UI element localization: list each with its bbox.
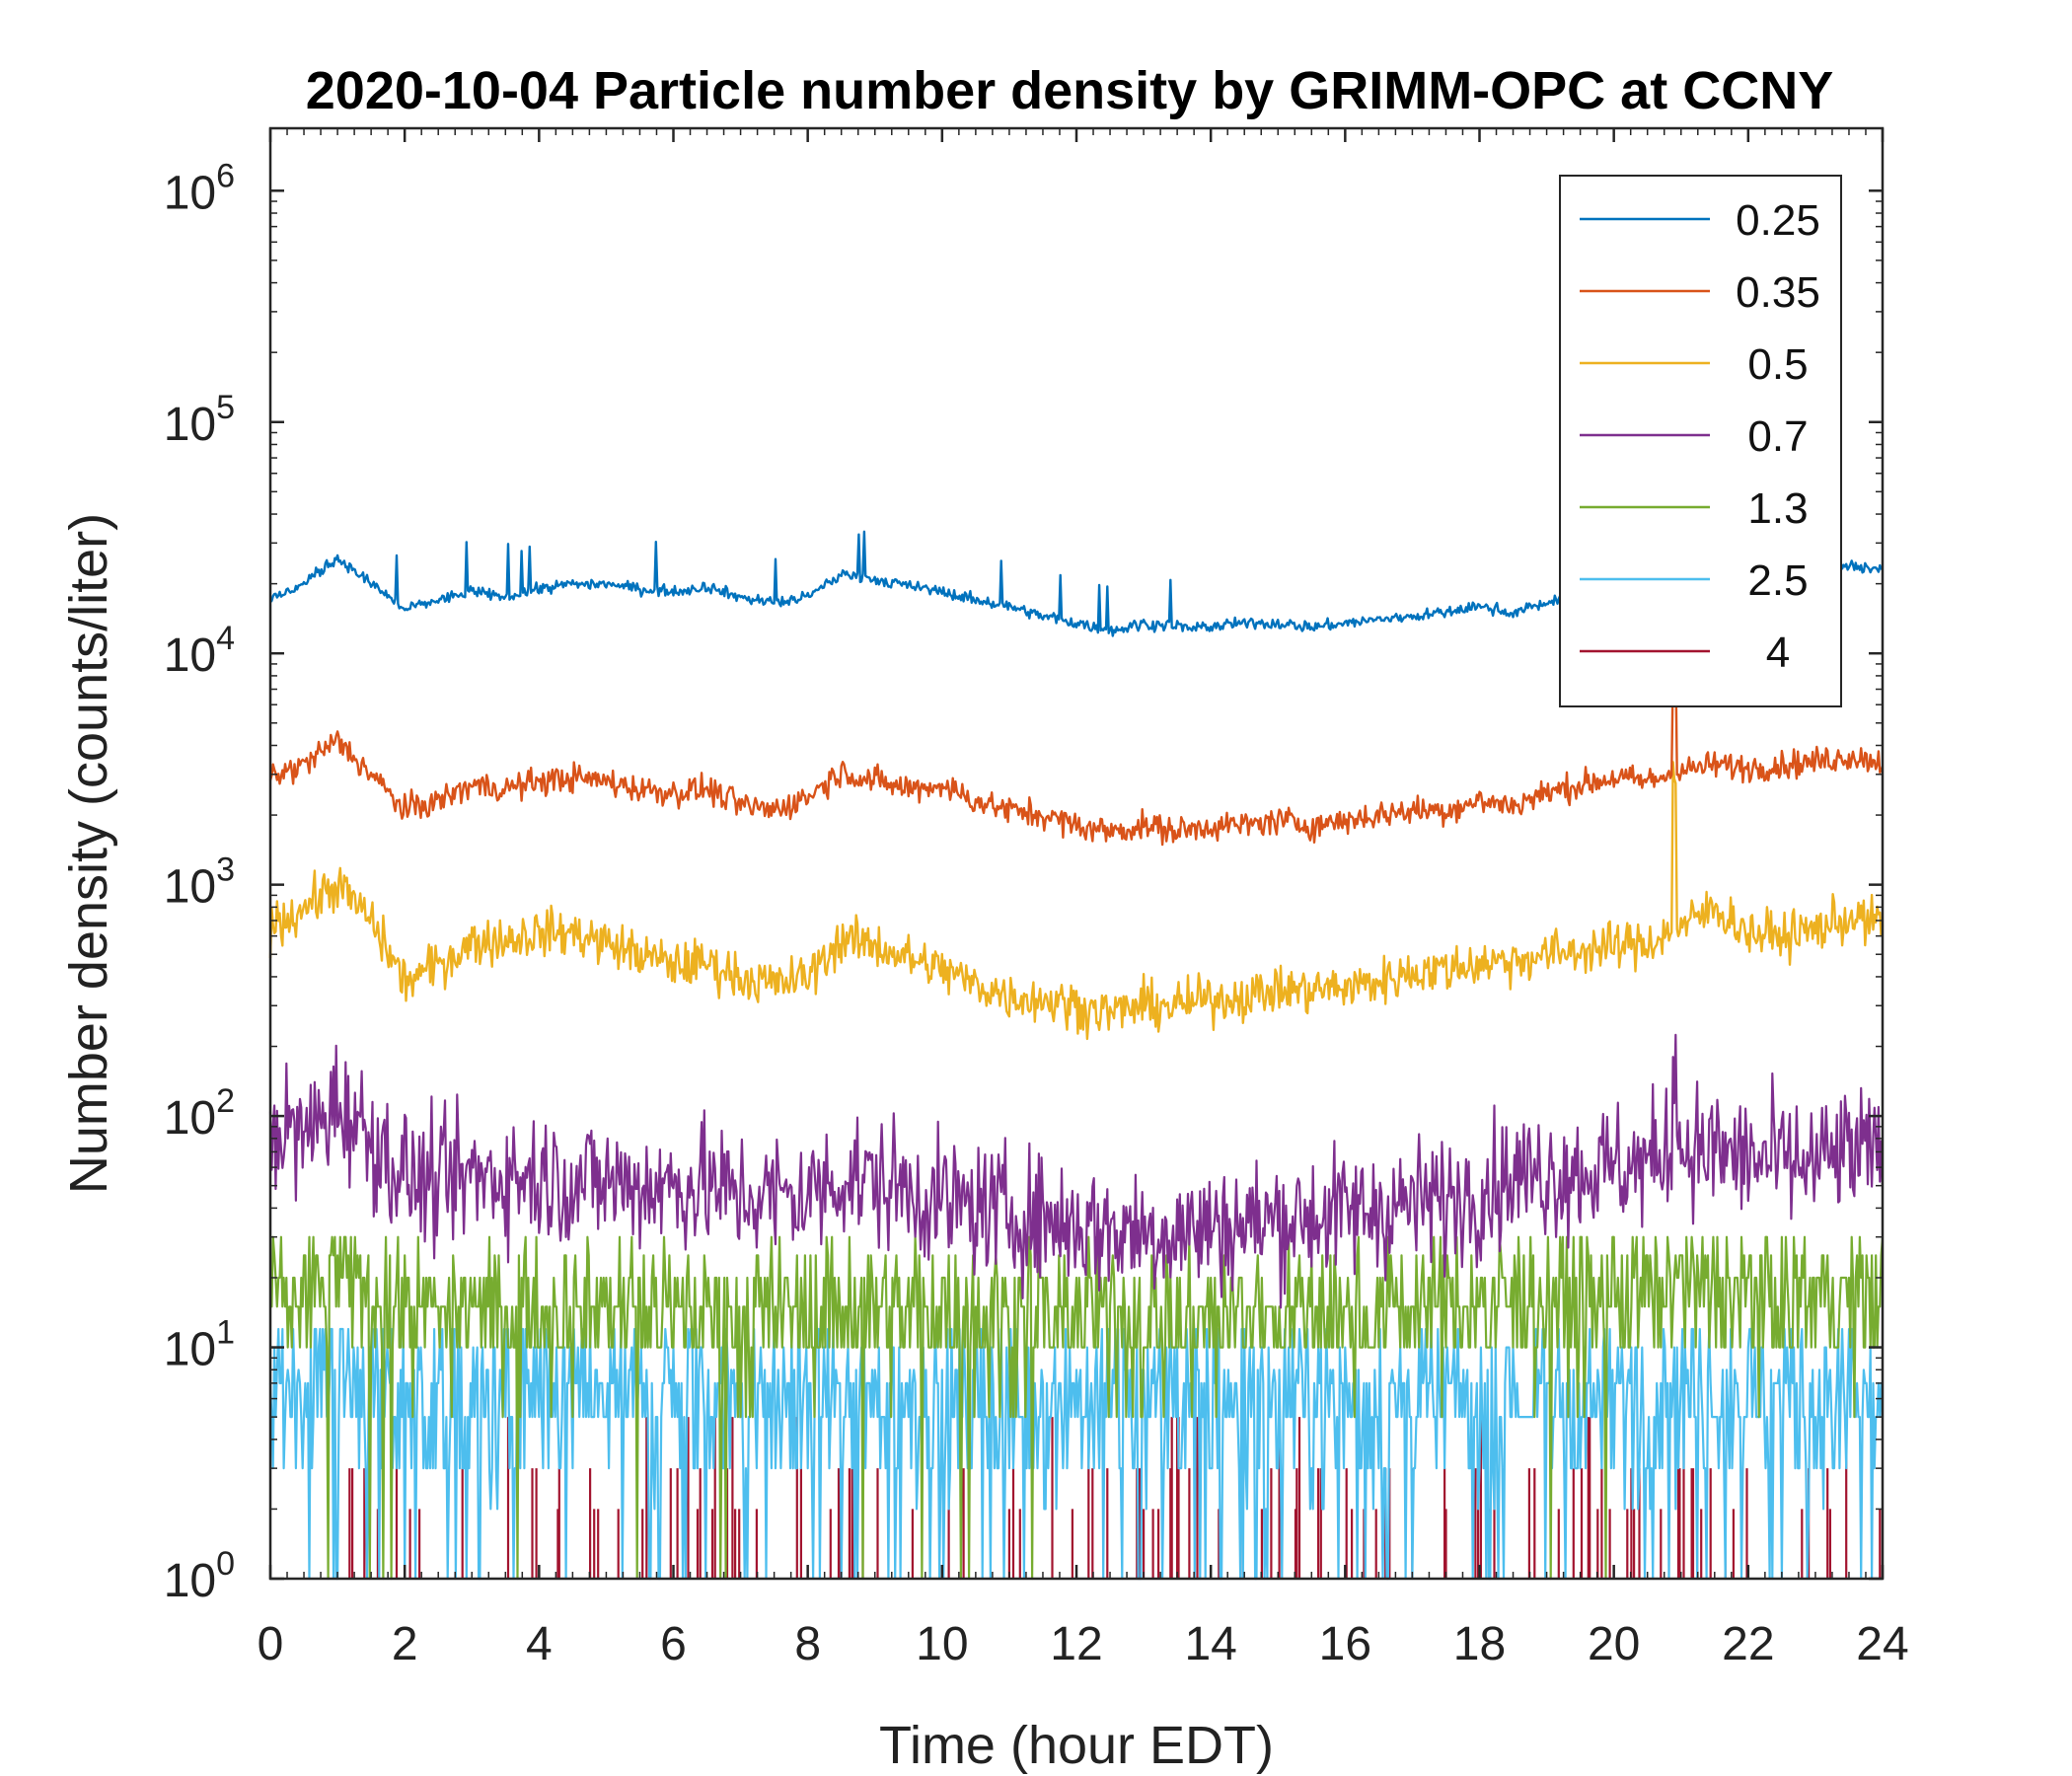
chart-title: 2020-10-04 Particle number density by GR… (306, 61, 1833, 120)
x-tick-label: 24 (1856, 1618, 1908, 1670)
y-tick-label: 102 (164, 1082, 235, 1145)
y-tick-label: 103 (164, 851, 235, 914)
legend: 0.25 0.35 0.5 0.7 1.3 2.5 4 (1559, 175, 1842, 707)
x-tick-label: 22 (1722, 1618, 1774, 1670)
x-tick-label: 16 (1319, 1618, 1371, 1670)
x-tick-label: 12 (1050, 1618, 1102, 1670)
x-tick-label: 18 (1453, 1618, 1506, 1670)
series-line-0.5 (268, 761, 1885, 1041)
legend-label: 4 (1766, 629, 1790, 677)
x-tick-label: 20 (1588, 1618, 1640, 1670)
x-tick-label: 8 (794, 1618, 821, 1670)
x-tick-label: 0 (258, 1618, 284, 1670)
legend-label: 0.7 (1747, 412, 1808, 461)
x-tick-label: 14 (1184, 1618, 1236, 1670)
y-axis-label: Number density (counts/liter) (59, 513, 118, 1194)
x-tick-label: 2 (392, 1618, 418, 1670)
series-line-0.35 (268, 655, 1885, 847)
y-tick-label: 106 (164, 157, 235, 219)
legend-label: 0.35 (1736, 268, 1820, 317)
legend-label: 2.5 (1747, 556, 1808, 605)
y-axis: 100 101 102 103 104 105 106 (164, 157, 1883, 1607)
series-line-0.7 (268, 1033, 1885, 1309)
x-axis: 0 2 4 6 8 10 12 14 16 18 20 22 24 (258, 128, 1909, 1670)
plot-frame (268, 126, 1885, 1581)
legend-label: 1.3 (1747, 484, 1808, 533)
legend-box (1559, 175, 1842, 707)
legend-label: 0.5 (1747, 340, 1808, 389)
y-tick-label: 105 (164, 389, 235, 451)
x-tick-label: 10 (916, 1618, 968, 1670)
series-line-1.3 (270, 1235, 1885, 1581)
x-tick-label: 4 (526, 1618, 553, 1670)
legend-label: 0.25 (1736, 196, 1820, 245)
x-tick-label: 6 (660, 1618, 687, 1670)
y-tick-label: 104 (164, 620, 235, 682)
x-axis-label: Time (hour EDT) (879, 1716, 1274, 1775)
y-tick-label: 101 (164, 1314, 235, 1376)
y-tick-label: 100 (164, 1545, 235, 1607)
series-line-2.5 (268, 1327, 1885, 1581)
